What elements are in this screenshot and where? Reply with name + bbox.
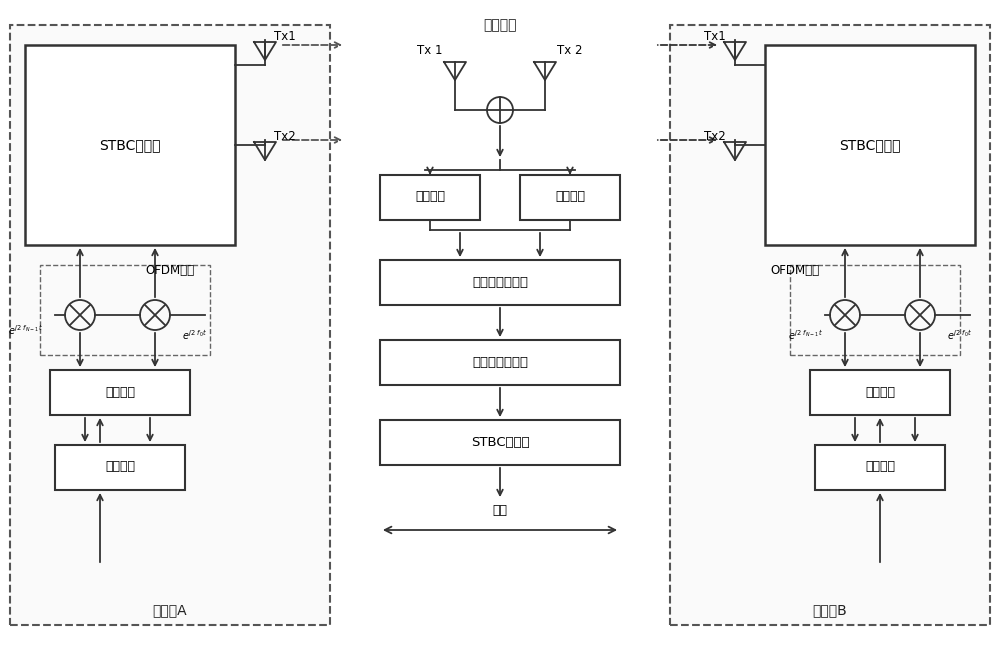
Bar: [810, 370, 950, 415]
Bar: [40, 265, 210, 355]
Text: 信道估计: 信道估计: [415, 190, 445, 204]
Text: 符号映射: 符号映射: [105, 461, 135, 473]
Bar: [50, 370, 190, 415]
Text: 信道合并: 信道合并: [555, 190, 585, 204]
Text: 源节点B: 源节点B: [813, 603, 847, 617]
Bar: [380, 175, 480, 220]
Bar: [55, 445, 185, 490]
Text: Tx2: Tx2: [704, 130, 726, 143]
Text: OFDM调制: OFDM调制: [770, 264, 820, 277]
Text: $e^{j2\ f_0t}$: $e^{j2\ f_0t}$: [947, 328, 973, 342]
Text: Tx 1: Tx 1: [417, 43, 443, 57]
Text: 串并转换: 串并转换: [105, 386, 135, 399]
Bar: [765, 45, 975, 245]
Text: 广播: 广播: [492, 504, 508, 517]
Text: 源节点A: 源节点A: [153, 603, 187, 617]
Text: 最大似然译码器: 最大似然译码器: [472, 277, 528, 290]
Text: Tx1: Tx1: [704, 30, 726, 43]
Text: STBC编码器: STBC编码器: [839, 138, 901, 152]
Text: Tx2: Tx2: [274, 130, 296, 143]
Bar: [790, 265, 960, 355]
Bar: [815, 445, 945, 490]
Bar: [380, 260, 620, 305]
Bar: [380, 340, 620, 385]
Text: 中继节点: 中继节点: [483, 18, 517, 32]
Text: STBC编码器: STBC编码器: [99, 138, 161, 152]
Text: Tx 2: Tx 2: [557, 43, 583, 57]
Text: OFDM调制: OFDM调制: [145, 264, 195, 277]
Text: 物理层网络编码: 物理层网络编码: [472, 357, 528, 370]
Text: $e^{j2\ f_0t}$: $e^{j2\ f_0t}$: [182, 328, 208, 342]
Text: STBC编码器: STBC编码器: [471, 437, 529, 450]
Bar: [380, 420, 620, 465]
Text: $e^{j2\ f_{N-1}t}$: $e^{j2\ f_{N-1}t}$: [788, 328, 822, 342]
Bar: [520, 175, 620, 220]
Bar: [670, 25, 990, 625]
Text: Tx1: Tx1: [274, 30, 296, 43]
Text: 符号映射: 符号映射: [865, 461, 895, 473]
Text: $e^{j2\ f_{N-1}t}$: $e^{j2\ f_{N-1}t}$: [8, 323, 42, 337]
Bar: [25, 45, 235, 245]
Text: 串并转换: 串并转换: [865, 386, 895, 399]
Bar: [10, 25, 330, 625]
